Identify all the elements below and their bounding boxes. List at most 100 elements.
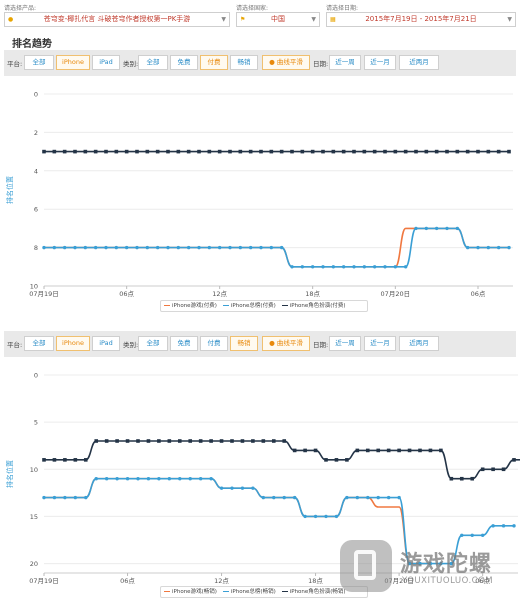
data-point xyxy=(115,439,119,443)
data-point xyxy=(480,467,485,472)
data-point xyxy=(324,458,328,462)
rank-chart-bestselling: 0 5 10 15 20 排名位置 07月19日 06点 12点 18点 07月20日 06点 iPh… xyxy=(0,359,520,615)
data-point xyxy=(240,486,245,490)
data-point xyxy=(428,448,433,453)
platform-all-button[interactable]: 全部 xyxy=(24,55,54,70)
data-point xyxy=(476,245,480,250)
legend-item[interactable]: iPhone角色扮演(畅销) xyxy=(281,587,346,597)
data-point xyxy=(386,495,391,500)
flag-icon: ⚑ xyxy=(240,16,246,23)
platform-ipad-button[interactable]: iPad xyxy=(92,336,120,351)
section-title: 排名趋势 xyxy=(12,39,52,50)
category-label: 类别: xyxy=(123,60,139,68)
y-tick-label: 8 xyxy=(34,244,38,252)
data-point xyxy=(240,439,245,443)
data-point xyxy=(230,486,234,490)
data-point xyxy=(321,265,325,269)
data-point xyxy=(251,439,255,443)
x-tick-label: 18点 xyxy=(308,577,323,585)
data-point xyxy=(491,524,495,528)
platform-ipad-button[interactable]: iPad xyxy=(92,55,120,70)
legend-label: iPhone角色扮演(畅销) xyxy=(289,589,346,595)
range-week-button[interactable]: 近一周 xyxy=(329,55,361,70)
platform-all-button[interactable]: 全部 xyxy=(24,336,54,351)
y-axis-label: 排名位置 xyxy=(5,460,14,488)
data-point xyxy=(303,448,307,453)
legend-item[interactable]: iPhone角色扮演(付费) xyxy=(281,301,346,311)
category-free-button[interactable]: 免费 xyxy=(170,55,198,70)
category-bestselling-button[interactable]: 畅销 xyxy=(230,336,258,351)
legend-item[interactable]: iPhone游戏(畅销) xyxy=(164,587,217,597)
category-free-button[interactable]: 免费 xyxy=(170,336,198,351)
data-point xyxy=(282,495,286,500)
legend-swatch xyxy=(164,590,170,593)
data-point xyxy=(449,476,454,481)
legend-swatch xyxy=(281,304,288,307)
category-bestselling-button[interactable]: 畅销 xyxy=(230,55,258,70)
data-point xyxy=(501,467,506,472)
date-select[interactable]: ▦ 2015年7月19日 - 2015年7月21日 ▼ xyxy=(326,12,516,27)
data-point xyxy=(114,149,119,154)
data-point xyxy=(476,149,480,154)
data-point xyxy=(424,149,429,154)
data-point xyxy=(491,467,495,472)
data-point xyxy=(355,448,360,453)
product-select[interactable]: ● 苍穹变-椰扎代言 斗破苍穹作者授权第一PK手游 ▼ xyxy=(4,12,230,27)
legend-item[interactable]: iPhone总榜(畅销) xyxy=(222,587,276,597)
smooth-curve-toggle[interactable]: ● 曲线平滑 xyxy=(262,336,310,351)
legend-item[interactable]: iPhone总榜(付费) xyxy=(222,301,276,311)
platform-iphone-button[interactable]: iPhone xyxy=(56,336,90,351)
data-point xyxy=(459,476,464,481)
data-point xyxy=(198,439,203,443)
x-tick-label: 06点 xyxy=(471,290,486,298)
platform-label: 平台: xyxy=(7,341,23,349)
x-tick-label: 07月20日 xyxy=(384,577,414,585)
range-week-button[interactable]: 近一周 xyxy=(329,336,361,351)
y-tick-label: 15 xyxy=(30,513,38,521)
data-point xyxy=(228,245,232,250)
range-month-button[interactable]: 近一月 xyxy=(364,336,396,351)
y-tick-label: 10 xyxy=(30,283,38,291)
data-point xyxy=(167,477,172,481)
data-point xyxy=(376,495,380,500)
data-point xyxy=(321,149,325,154)
category-paid-button[interactable]: 付费 xyxy=(200,55,228,70)
data-point xyxy=(115,477,119,481)
data-point xyxy=(376,448,381,453)
data-point xyxy=(507,245,511,250)
date-label: 日期: xyxy=(313,60,329,68)
country-select[interactable]: ⚑ 中国 ▼ xyxy=(236,12,320,27)
date-select-value: 2015年7月19日 - 2015年7月21日 xyxy=(365,15,477,23)
category-all-button[interactable]: 全部 xyxy=(138,336,168,351)
data-point xyxy=(470,533,474,537)
data-point xyxy=(146,439,151,443)
x-tick-label: 06点 xyxy=(119,290,134,298)
range-two-months-button[interactable]: 近两月 xyxy=(399,55,439,70)
data-point xyxy=(393,149,398,154)
data-point xyxy=(197,149,201,154)
chart-legend: iPhone游戏(付费) iPhone总榜(付费) iPhone角色扮演(付费) xyxy=(160,300,368,312)
legend-item[interactable]: iPhone游戏(付费) xyxy=(164,301,217,311)
range-month-button[interactable]: 近一月 xyxy=(364,55,396,70)
data-point xyxy=(114,245,119,250)
data-point xyxy=(186,245,191,250)
platform-iphone-button[interactable]: iPhone xyxy=(56,55,90,70)
data-point xyxy=(282,439,287,443)
series-line-2 xyxy=(44,477,514,565)
data-point xyxy=(512,458,516,462)
data-point xyxy=(42,458,46,462)
data-point xyxy=(157,477,161,481)
range-two-months-button[interactable]: 近两月 xyxy=(399,336,439,351)
data-point xyxy=(94,477,98,481)
data-point xyxy=(93,245,98,250)
data-point xyxy=(63,458,67,462)
smooth-curve-label: 曲线平滑 xyxy=(276,339,303,347)
data-point xyxy=(145,245,150,250)
category-all-button[interactable]: 全部 xyxy=(138,55,168,70)
data-point xyxy=(480,533,485,537)
data-point xyxy=(176,149,181,154)
smooth-curve-toggle[interactable]: ● 曲线平滑 xyxy=(262,55,310,70)
category-paid-button[interactable]: 付费 xyxy=(200,336,228,351)
data-point xyxy=(445,149,449,154)
data-point xyxy=(230,439,234,443)
